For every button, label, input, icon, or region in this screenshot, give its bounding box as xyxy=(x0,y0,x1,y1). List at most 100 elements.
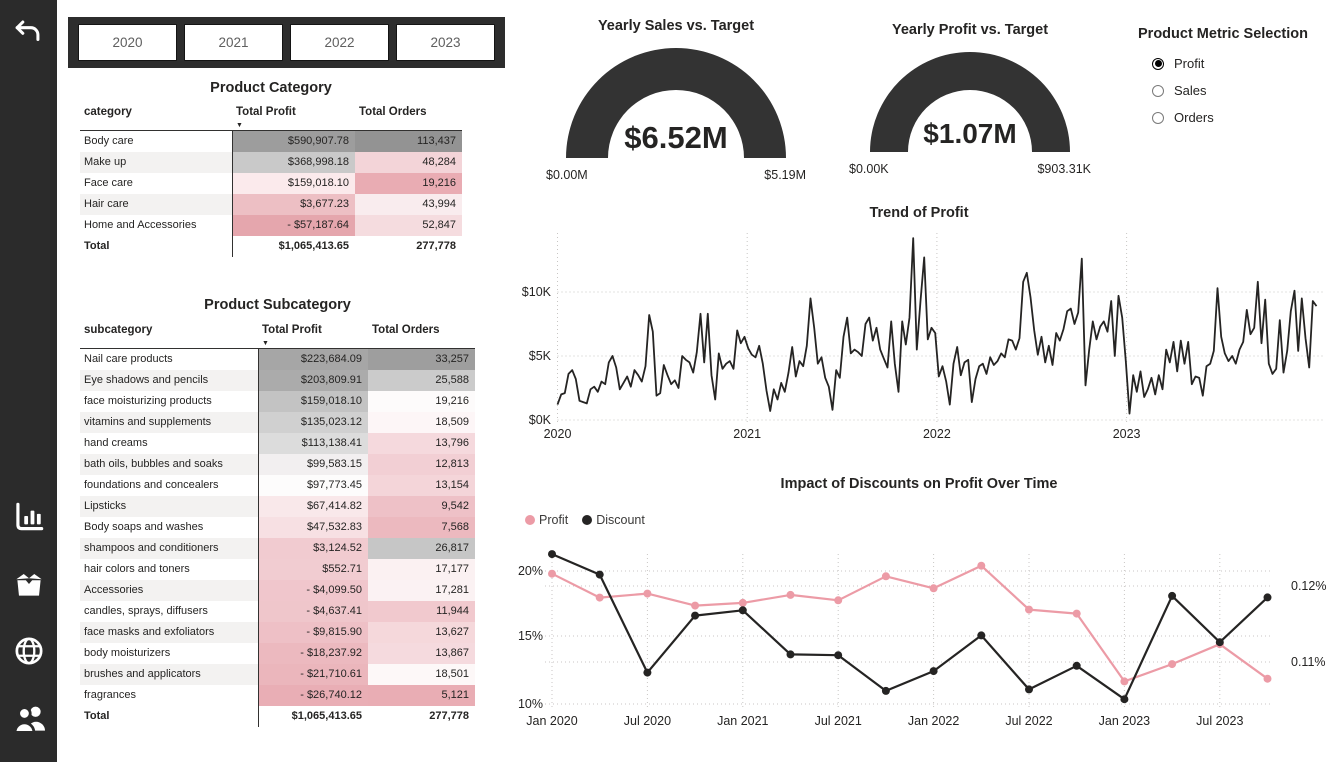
orders-cell[interactable]: 48,284 xyxy=(355,152,462,173)
profit-gauge-arc: $1.07M xyxy=(870,52,1070,152)
radio-button-icon[interactable] xyxy=(1152,57,1164,70)
orders-cell[interactable]: 13,796 xyxy=(368,433,475,454)
discount-chart-legend: Profit Discount xyxy=(525,512,1343,528)
legend-item-profit[interactable]: Profit xyxy=(525,512,568,528)
total-profit-cell: $1,065,413.65 xyxy=(258,706,368,727)
orders-cell[interactable]: 9,542 xyxy=(368,496,475,517)
orders-cell[interactable]: 113,437 xyxy=(355,131,462,152)
category-cell[interactable]: Nail care products xyxy=(84,353,173,365)
category-cell[interactable]: candles, sprays, diffusers xyxy=(84,605,208,617)
orders-cell[interactable]: 12,813 xyxy=(368,454,475,475)
people-icon[interactable] xyxy=(10,699,48,737)
category-cell[interactable]: hair colors and toners xyxy=(84,563,190,575)
orders-cell[interactable]: 11,944 xyxy=(368,601,475,622)
year-button-2020[interactable]: 2020 xyxy=(78,24,177,61)
category-cell[interactable]: Body soaps and washes xyxy=(84,521,204,533)
column-header-total-profit[interactable]: Total Profit ▼ xyxy=(258,321,368,348)
profit-cell[interactable]: $113,138.41 xyxy=(258,433,368,454)
orders-cell[interactable]: 18,509 xyxy=(368,412,475,433)
category-cell[interactable]: Face care xyxy=(84,177,133,189)
svg-text:$5K: $5K xyxy=(529,349,552,363)
orders-cell[interactable]: 18,501 xyxy=(368,664,475,685)
orders-cell[interactable]: 25,588 xyxy=(368,370,475,391)
radio-button-icon[interactable] xyxy=(1152,84,1164,97)
year-button-2022[interactable]: 2022 xyxy=(290,24,389,61)
trend-chart-title: Trend of Profit xyxy=(869,205,969,221)
category-cell[interactable]: foundations and concealers xyxy=(84,479,219,491)
orders-cell[interactable]: 19,216 xyxy=(355,173,462,194)
trend-chart-plot[interactable]: 2020 2021 2022 2023 $10K $5K $0K xyxy=(495,225,1343,459)
profit-cell[interactable]: - $18,237.92 xyxy=(258,643,368,664)
orders-cell[interactable]: 13,154 xyxy=(368,475,475,496)
profit-cell[interactable]: $159,018.10 xyxy=(258,391,368,412)
orders-cell[interactable]: 43,994 xyxy=(355,194,462,215)
year-button-2023[interactable]: 2023 xyxy=(396,24,495,61)
category-cell[interactable]: Accessories xyxy=(80,580,258,601)
category-cell[interactable]: face masks and exfoliators xyxy=(80,622,258,643)
orders-cell[interactable]: 26,817 xyxy=(368,538,475,559)
bar-chart-icon[interactable] xyxy=(10,498,48,536)
category-cell[interactable]: Eye shadows and pencils xyxy=(80,370,258,391)
orders-cell[interactable]: 13,867 xyxy=(368,643,475,664)
orders-cell[interactable]: 19,216 xyxy=(368,391,475,412)
profit-cell[interactable]: $159,018.10 xyxy=(232,173,355,194)
profit-cell[interactable]: - $9,815.90 xyxy=(258,622,368,643)
svg-text:2023: 2023 xyxy=(1113,427,1141,441)
category-cell[interactable]: brushes and applicators xyxy=(80,664,258,685)
profit-cell[interactable]: $99,583.15 xyxy=(258,454,368,475)
product-box-icon[interactable] xyxy=(10,565,48,603)
metric-option-sales[interactable]: Sales xyxy=(1138,77,1338,104)
category-cell[interactable]: Hair care xyxy=(80,194,232,215)
column-header-total-orders[interactable]: Total Orders xyxy=(359,106,427,118)
profit-cell[interactable]: $223,684.09 xyxy=(258,349,368,370)
category-cell[interactable]: shampoos and conditioners xyxy=(80,538,258,559)
metric-option-label: Sales xyxy=(1174,83,1207,98)
category-cell[interactable]: Lipsticks xyxy=(80,496,258,517)
back-icon[interactable] xyxy=(11,14,45,48)
table-row: Nail care products $223,684.09 33,257 xyxy=(80,349,475,370)
orders-cell[interactable]: 7,568 xyxy=(368,517,475,538)
profit-cell[interactable]: $67,414.82 xyxy=(258,496,368,517)
profit-cell[interactable]: - $26,740.12 xyxy=(258,685,368,706)
legend-item-discount[interactable]: Discount xyxy=(582,512,645,528)
column-header-total-profit[interactable]: Total Profit ▼ xyxy=(232,103,355,130)
profit-cell[interactable]: $368,998.18 xyxy=(232,152,355,173)
discount-chart-plot[interactable]: 20% 15% 10% 0.12% 0.11% Jan 2020 Jul 2020 Jan 2… xyxy=(495,538,1343,734)
category-cell[interactable]: vitamins and supplements xyxy=(80,412,258,433)
profit-cell[interactable]: - $4,637.41 xyxy=(258,601,368,622)
profit-cell[interactable]: - $4,099.50 xyxy=(258,580,368,601)
orders-cell[interactable]: 13,627 xyxy=(368,622,475,643)
radio-button-icon[interactable] xyxy=(1152,111,1164,124)
orders-cell[interactable]: 5,121 xyxy=(368,685,475,706)
metric-option-orders[interactable]: Orders xyxy=(1138,104,1338,131)
orders-cell[interactable]: 52,847 xyxy=(355,215,462,236)
orders-cell[interactable]: 33,257 xyxy=(368,349,475,370)
profit-cell[interactable]: $135,023.12 xyxy=(258,412,368,433)
metric-option-profit[interactable]: Profit xyxy=(1138,50,1338,77)
column-header-category[interactable]: category xyxy=(84,106,132,118)
profit-cell[interactable]: $3,124.52 xyxy=(258,538,368,559)
column-header-subcategory[interactable]: subcategory xyxy=(84,324,153,336)
year-button-2021[interactable]: 2021 xyxy=(184,24,283,61)
category-cell[interactable]: Body care xyxy=(84,135,134,147)
svg-text:Jan 2020: Jan 2020 xyxy=(526,714,577,728)
category-cell[interactable]: face moisturizing products xyxy=(84,395,212,407)
category-cell[interactable]: fragrances xyxy=(84,689,136,701)
category-cell[interactable]: body moisturizers xyxy=(84,647,171,659)
profit-cell[interactable]: $203,809.91 xyxy=(258,370,368,391)
category-cell[interactable]: hand creams xyxy=(84,437,148,449)
profit-cell[interactable]: $47,532.83 xyxy=(258,517,368,538)
orders-cell[interactable]: 17,281 xyxy=(368,580,475,601)
profit-cell[interactable]: - $21,710.61 xyxy=(258,664,368,685)
column-header-total-orders[interactable]: Total Orders xyxy=(372,324,440,336)
category-cell[interactable]: Home and Accessories xyxy=(84,219,197,231)
category-cell[interactable]: Make up xyxy=(80,152,232,173)
globe-icon[interactable] xyxy=(10,632,48,670)
orders-cell[interactable]: 17,177 xyxy=(368,559,475,580)
profit-cell[interactable]: $590,907.78 xyxy=(232,131,355,152)
profit-cell[interactable]: $3,677.23 xyxy=(232,194,355,215)
profit-cell[interactable]: - $57,187.64 xyxy=(232,215,355,236)
category-cell[interactable]: bath oils, bubbles and soaks xyxy=(80,454,258,475)
profit-cell[interactable]: $552.71 xyxy=(258,559,368,580)
profit-cell[interactable]: $97,773.45 xyxy=(258,475,368,496)
